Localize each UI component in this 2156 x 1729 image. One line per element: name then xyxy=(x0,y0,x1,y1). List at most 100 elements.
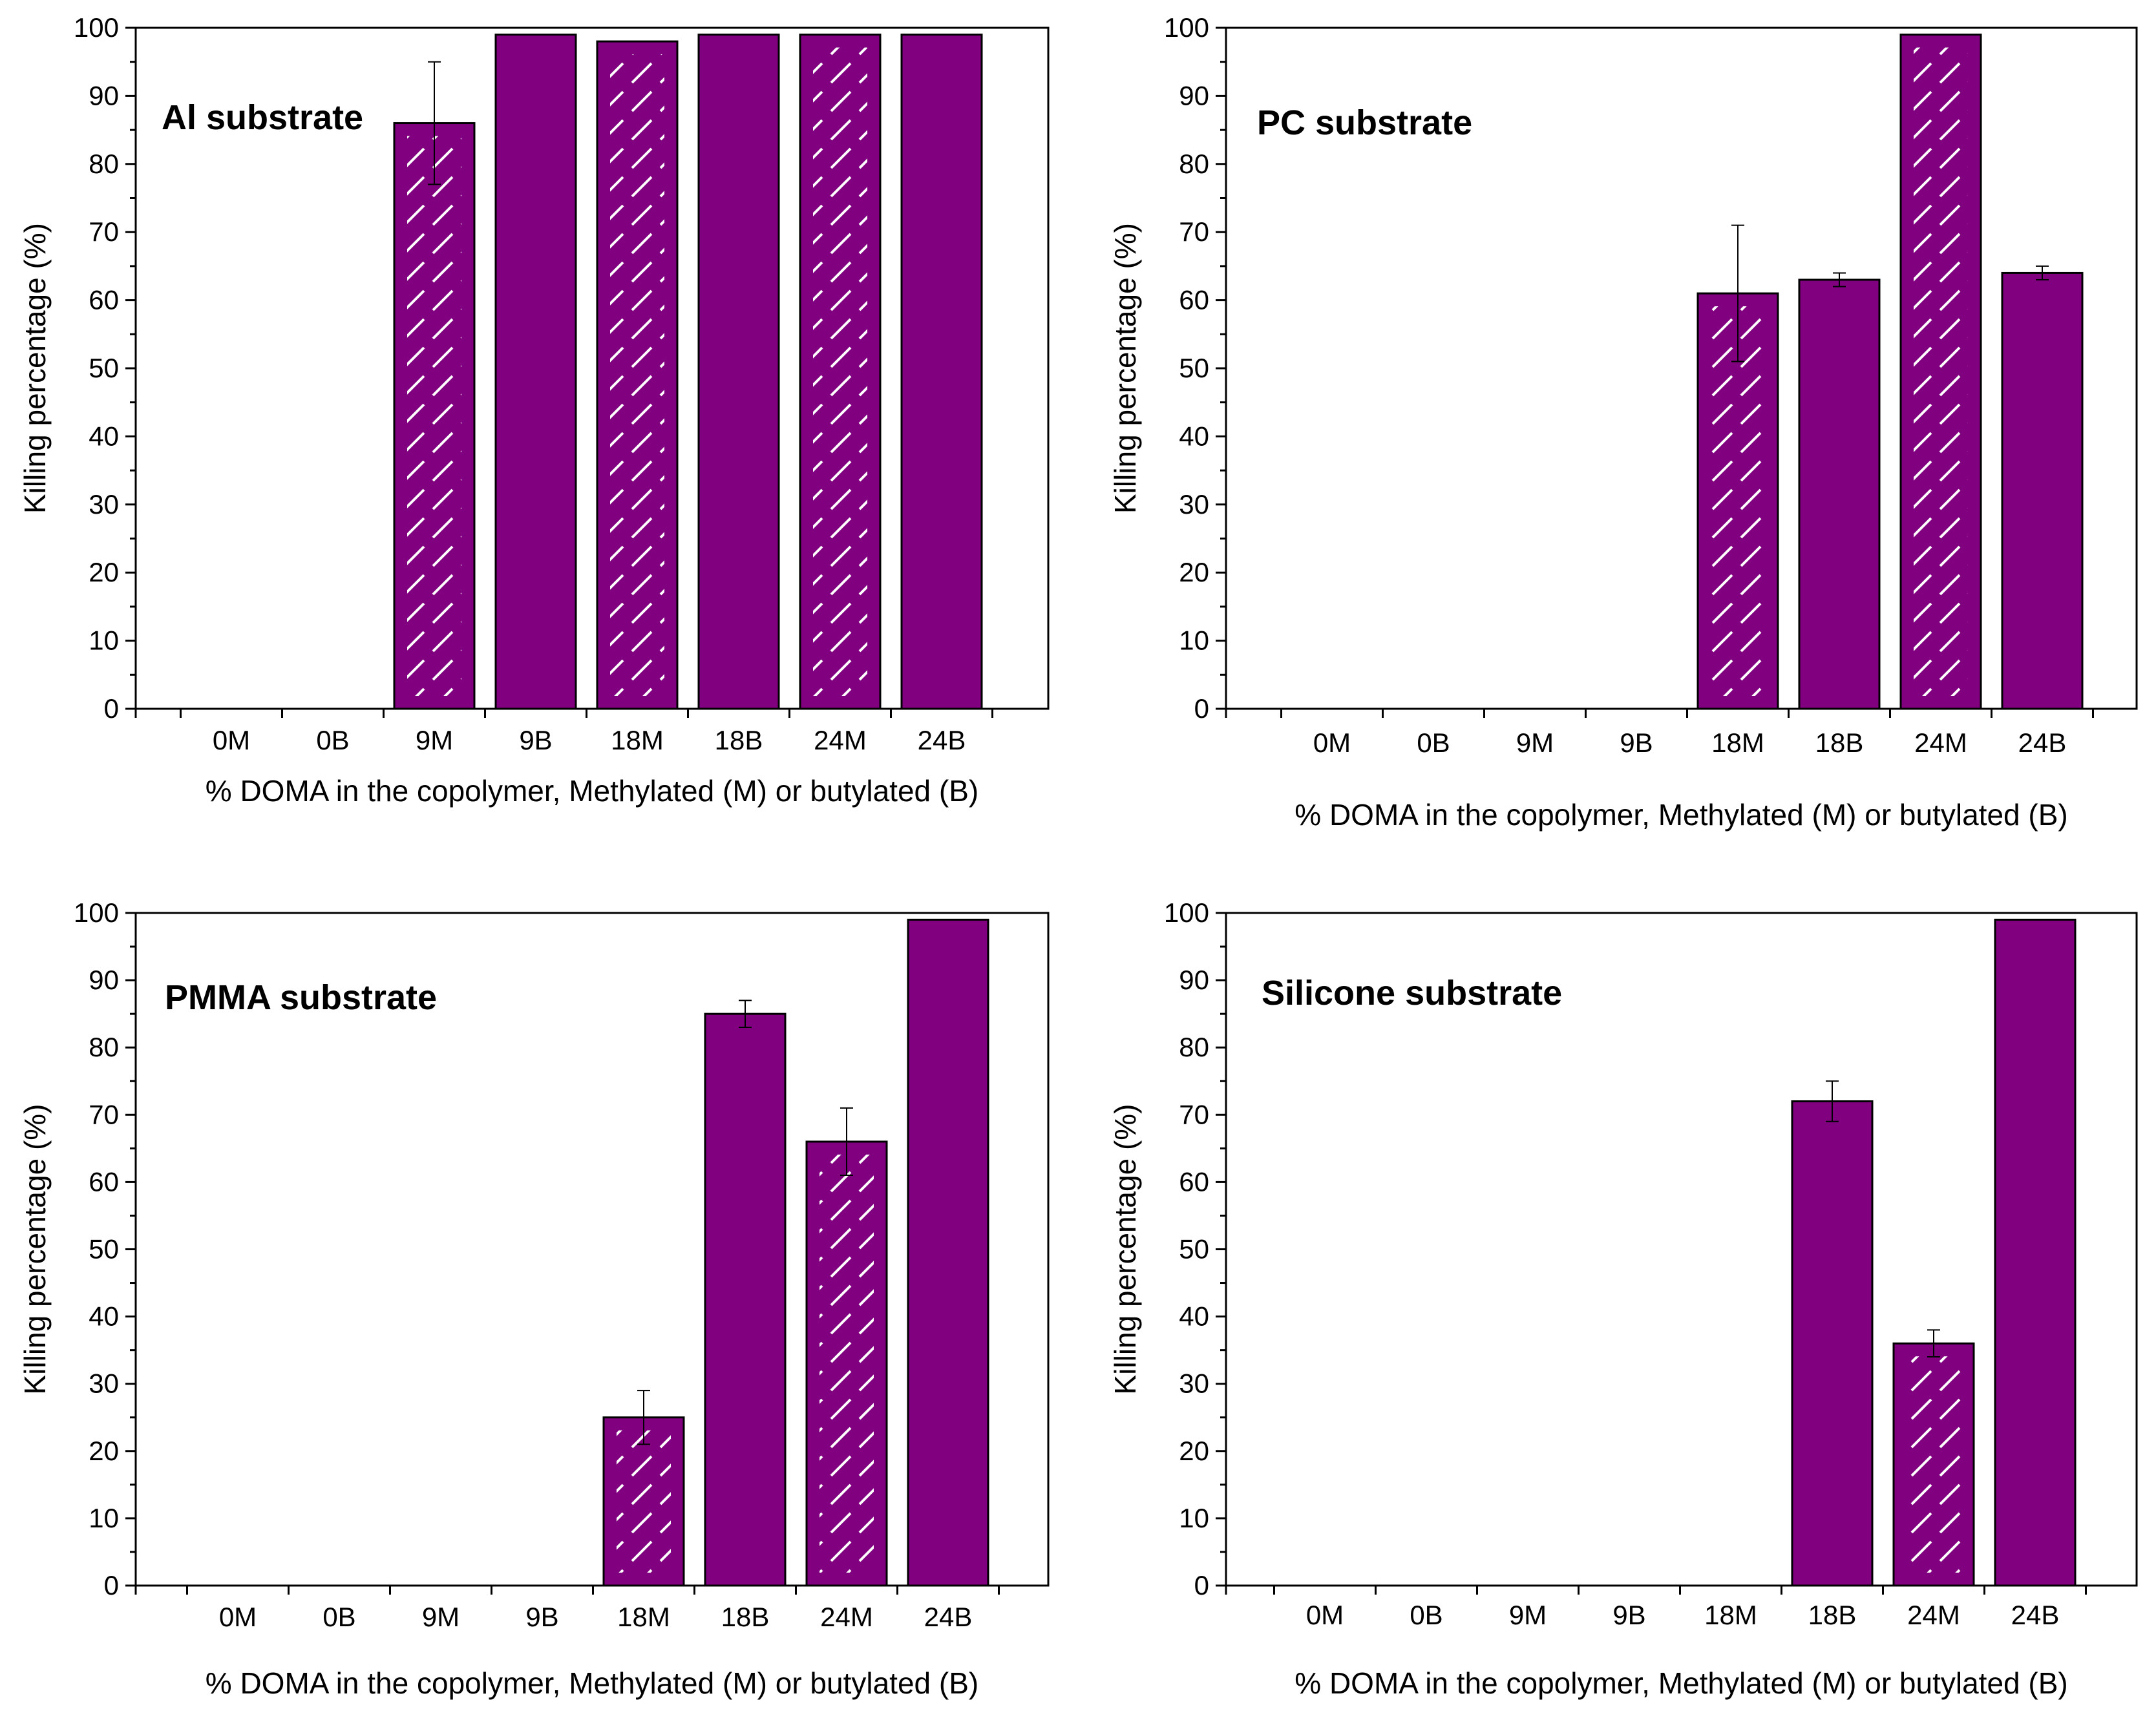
y-axis-title: Killing percentage (%) xyxy=(18,223,52,514)
x-tick-label-18M: 18M xyxy=(1711,728,1764,758)
y-tick-label: 10 xyxy=(1179,1503,1209,1533)
x-tick-label-24M: 24M xyxy=(1907,1600,1960,1630)
bar-hatch-18M xyxy=(610,54,664,696)
y-tick-label: 60 xyxy=(89,285,119,315)
y-tick-label: 90 xyxy=(1179,80,1209,110)
y-tick-label: 80 xyxy=(89,1032,119,1062)
bar-hatch-18M xyxy=(617,1430,671,1573)
x-tick-label-18B: 18B xyxy=(721,1602,770,1632)
chart-panel-3: 0 10 20 30 40 50 60 70 80 90 100 0M 0B 9M 9B 18M 18B 24M 2… xyxy=(18,897,1050,1700)
y-tick-label: 30 xyxy=(89,489,119,519)
x-tick-label-0M: 0M xyxy=(1306,1600,1344,1630)
y-tick-label: 60 xyxy=(89,1166,119,1197)
x-axis-title: % DOMA in the copolymer, Methylated (M) … xyxy=(1295,798,2067,832)
x-tick-label-24B: 24B xyxy=(924,1602,973,1632)
bar-18B xyxy=(697,34,780,710)
bar-hatch-9M xyxy=(407,136,461,696)
y-tick-label: 20 xyxy=(89,557,119,587)
y-tick-label: 0 xyxy=(104,1570,119,1600)
y-tick-label: 20 xyxy=(1179,557,1209,587)
chart-panel-4: 0 10 20 30 40 50 60 70 80 90 100 0M 0B 9M 9B 18M 18B 24M 2… xyxy=(1108,897,2138,1700)
panel-title: Silicone substrate xyxy=(1262,974,1562,1012)
x-tick-label-9B: 9B xyxy=(519,725,552,755)
bar-hatch-18M xyxy=(1711,306,1765,696)
y-tick-label: 100 xyxy=(74,12,119,43)
x-tick-label-18M: 18M xyxy=(1704,1600,1757,1630)
x-tick-label-24M: 24M xyxy=(814,725,867,755)
y-tick-label: 0 xyxy=(1194,1570,1209,1600)
y-axis-title: Killing percentage (%) xyxy=(1108,1104,1142,1394)
y-axis-title: Killing percentage (%) xyxy=(1108,223,1142,514)
y-tick-label: 100 xyxy=(1164,897,1209,928)
x-tick-label-24M: 24M xyxy=(820,1602,873,1632)
panel-title: PMMA substrate xyxy=(165,978,437,1017)
bar-24B xyxy=(1994,918,2077,1587)
y-tick-label: 0 xyxy=(104,693,119,724)
bar-18B xyxy=(1791,1100,1874,1587)
x-axis-title: % DOMA in the copolymer, Methylated (M) … xyxy=(206,774,978,808)
y-tick-label: 40 xyxy=(1179,1301,1209,1332)
bar-hatch-24M xyxy=(813,47,867,697)
panel-title: PC substrate xyxy=(1257,103,1472,142)
bar-hatch-24M xyxy=(819,1154,874,1573)
x-axis-title: % DOMA in the copolymer, Methylated (M) … xyxy=(1295,1666,2067,1700)
bar-9B xyxy=(494,34,577,710)
y-tick-label: 80 xyxy=(89,149,119,179)
y-tick-label: 70 xyxy=(1179,1099,1209,1129)
bar-hatch-24M xyxy=(1914,47,1968,697)
y-tick-label: 40 xyxy=(89,1301,119,1332)
panel-title: Al substrate xyxy=(162,98,363,137)
bar-18B xyxy=(704,1012,787,1587)
chart-panel-2: 0 10 20 30 40 50 60 70 80 90 100 0M 0B 9M 9B 18M 18B 24M 2… xyxy=(1108,12,2138,832)
y-tick-label: 50 xyxy=(1179,1234,1209,1264)
y-tick-label: 0 xyxy=(1194,693,1209,724)
y-axis-title: Killing percentage (%) xyxy=(18,1104,52,1394)
y-tick-label: 20 xyxy=(1179,1436,1209,1466)
x-tick-label-0M: 0M xyxy=(213,725,250,755)
x-tick-label-24M: 24M xyxy=(1914,728,1967,758)
y-tick-label: 30 xyxy=(89,1368,119,1399)
y-tick-label: 50 xyxy=(1179,353,1209,383)
x-tick-label-9M: 9M xyxy=(1509,1600,1547,1630)
y-tick-label: 20 xyxy=(89,1436,119,1466)
x-tick-label-18B: 18B xyxy=(715,725,763,755)
y-tick-label: 40 xyxy=(1179,421,1209,451)
y-tick-label: 90 xyxy=(89,965,119,995)
y-tick-label: 80 xyxy=(1179,149,1209,179)
x-tick-label-0B: 0B xyxy=(1417,728,1450,758)
x-tick-label-9M: 9M xyxy=(1516,728,1554,758)
x-tick-label-0M: 0M xyxy=(219,1602,257,1632)
y-tick-label: 90 xyxy=(89,80,119,110)
x-tick-label-24B: 24B xyxy=(2011,1600,2060,1630)
y-tick-label: 40 xyxy=(89,421,119,451)
y-tick-label: 50 xyxy=(89,1234,119,1264)
y-tick-label: 60 xyxy=(1179,285,1209,315)
y-tick-label: 60 xyxy=(1179,1166,1209,1197)
bar-24B xyxy=(907,918,989,1587)
x-axis-title: % DOMA in the copolymer, Methylated (M) … xyxy=(206,1666,978,1700)
y-tick-label: 90 xyxy=(1179,965,1209,995)
x-tick-label-18B: 18B xyxy=(1815,728,1864,758)
x-tick-label-0B: 0B xyxy=(1410,1600,1443,1630)
y-tick-label: 100 xyxy=(1164,12,1209,43)
chart-panel-1: 0 10 20 30 40 50 60 70 80 90 100 0M 0B 9M 9B 18M 18B 24M 2… xyxy=(18,12,1050,808)
x-tick-label-24B: 24B xyxy=(918,725,966,755)
x-tick-label-9B: 9B xyxy=(525,1602,558,1632)
y-tick-label: 10 xyxy=(1179,625,1209,656)
x-tick-label-24B: 24B xyxy=(2018,728,2067,758)
x-tick-label-9B: 9B xyxy=(1620,728,1653,758)
y-tick-label: 70 xyxy=(1179,216,1209,247)
y-tick-label: 70 xyxy=(89,216,119,247)
y-tick-label: 70 xyxy=(89,1099,119,1129)
y-tick-label: 50 xyxy=(89,353,119,383)
x-tick-label-9M: 9M xyxy=(422,1602,460,1632)
x-tick-label-18M: 18M xyxy=(611,725,664,755)
y-tick-label: 30 xyxy=(1179,489,1209,519)
bar-24B xyxy=(2001,271,2084,710)
bar-hatch-24M xyxy=(1907,1356,1961,1573)
y-tick-label: 100 xyxy=(74,897,119,928)
x-tick-label-18M: 18M xyxy=(617,1602,670,1632)
x-tick-label-0B: 0B xyxy=(322,1602,355,1632)
y-tick-label: 10 xyxy=(89,625,119,656)
